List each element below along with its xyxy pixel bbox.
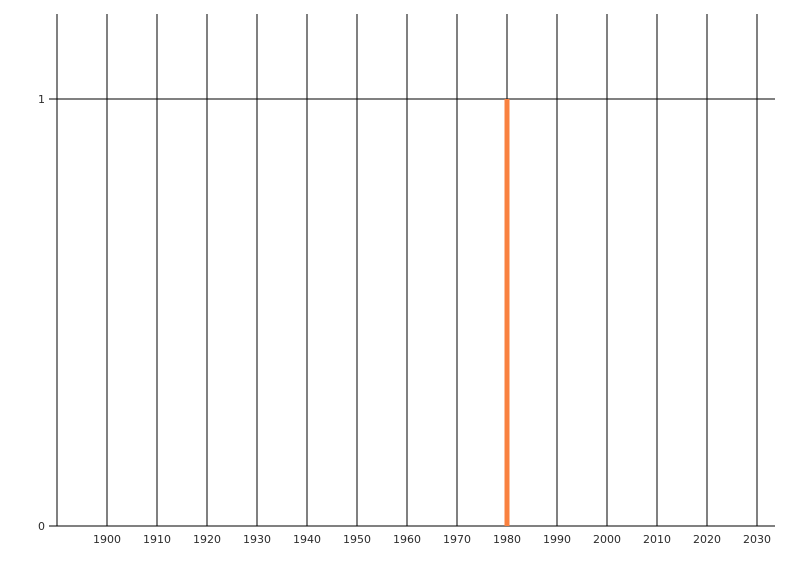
x-tick-label: 1920: [193, 533, 221, 546]
y-axis-tick-labels: 01: [38, 93, 45, 533]
data-bar[interactable]: [504, 99, 510, 526]
x-tick-label: 2000: [593, 533, 621, 546]
x-tick-label: 2010: [643, 533, 671, 546]
x-tick-label: 1970: [443, 533, 471, 546]
x-tick-label: 2020: [693, 533, 721, 546]
y-tick-label: 1: [38, 93, 45, 106]
x-tick-label: 1950: [343, 533, 371, 546]
x-tick-label: 1990: [543, 533, 571, 546]
x-tick-label: 1960: [393, 533, 421, 546]
bars-group: [504, 99, 510, 526]
y-tick-marks-group: [49, 98, 57, 527]
x-tick-label: 1910: [143, 533, 171, 546]
x-tick-label: 2030: [743, 533, 771, 546]
x-tick-label: 1940: [293, 533, 321, 546]
y-tick-label: 0: [38, 520, 45, 533]
x-tick-label: 1930: [243, 533, 271, 546]
x-tick-label: 1900: [93, 533, 121, 546]
gridlines-group: [56, 14, 758, 526]
x-tick-label: 1980: [493, 533, 521, 546]
x-axis-tick-labels: 1900 1910 1920 1930 1940 1950 1960 1970 1980 1990…: [93, 533, 771, 546]
